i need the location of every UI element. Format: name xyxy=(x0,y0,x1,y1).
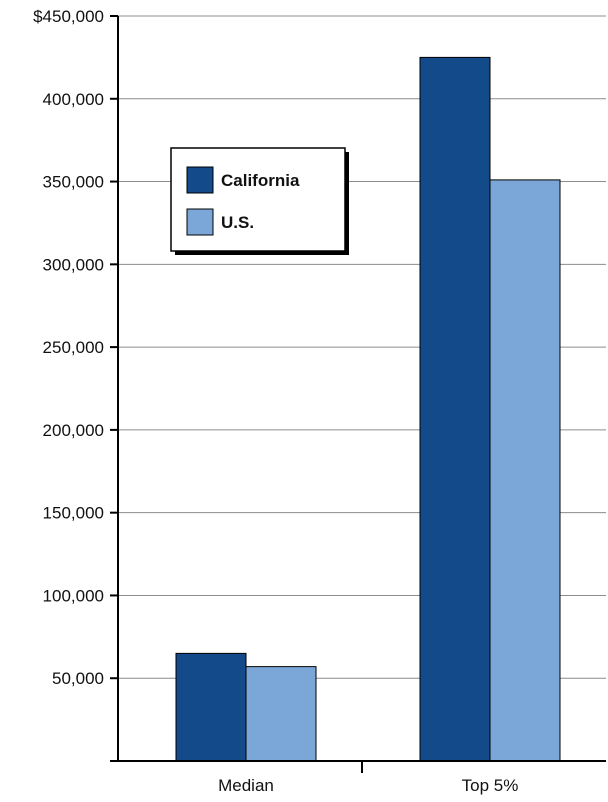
legend-box xyxy=(170,147,346,252)
y-tick-label: 400,000 xyxy=(43,90,104,109)
y-tick-label: 250,000 xyxy=(43,338,104,357)
legend-label: U.S. xyxy=(221,213,254,232)
y-tick-label: 300,000 xyxy=(43,255,104,274)
y-tick-label: 150,000 xyxy=(43,504,104,523)
y-tick-label: 100,000 xyxy=(43,586,104,605)
y-tick-label: 350,000 xyxy=(43,173,104,192)
y-tick-label: 200,000 xyxy=(43,421,104,440)
bar xyxy=(245,666,317,762)
legend-swatch xyxy=(186,166,214,194)
y-tick-label: 50,000 xyxy=(52,669,104,688)
y-tick-labels: 50,000 100,000 150,000 200,000 250,000 300,00… xyxy=(33,7,104,688)
axes xyxy=(110,15,606,773)
legend-swatch xyxy=(186,208,214,236)
legend: California U.S. xyxy=(170,147,349,255)
category-label: Median xyxy=(218,776,274,795)
legend-label: California xyxy=(221,171,300,190)
y-tick-label: $450,000 xyxy=(33,7,104,26)
bar xyxy=(419,56,491,762)
bar xyxy=(489,179,561,762)
category-label: Top 5% xyxy=(462,776,519,795)
category-labels: Median Top 5% xyxy=(218,776,518,795)
bars xyxy=(175,56,561,762)
bar xyxy=(175,652,247,762)
